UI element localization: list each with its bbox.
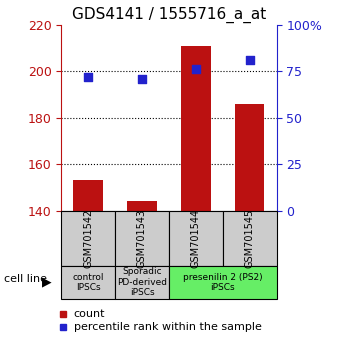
Text: cell line: cell line: [4, 274, 47, 284]
Text: GSM701543: GSM701543: [137, 209, 147, 268]
Point: [247, 57, 252, 63]
Text: ▶: ▶: [42, 276, 52, 289]
Text: GSM701544: GSM701544: [191, 209, 201, 268]
Text: count: count: [74, 309, 105, 319]
Text: control
IPSCs: control IPSCs: [72, 273, 104, 292]
Bar: [127, 201, 157, 211]
Bar: [181, 46, 211, 211]
Point: [85, 74, 91, 80]
Point: [193, 67, 198, 72]
Text: GSM701545: GSM701545: [245, 209, 254, 268]
Title: GDS4141 / 1555716_a_at: GDS4141 / 1555716_a_at: [72, 7, 266, 23]
Text: Sporadic
PD-derived
iPSCs: Sporadic PD-derived iPSCs: [117, 267, 167, 297]
Bar: [235, 104, 264, 211]
Text: percentile rank within the sample: percentile rank within the sample: [74, 322, 261, 332]
Bar: [74, 181, 103, 211]
Text: presenilin 2 (PS2)
iPSCs: presenilin 2 (PS2) iPSCs: [183, 273, 262, 292]
Text: GSM701542: GSM701542: [83, 209, 93, 268]
Point: [139, 76, 145, 81]
